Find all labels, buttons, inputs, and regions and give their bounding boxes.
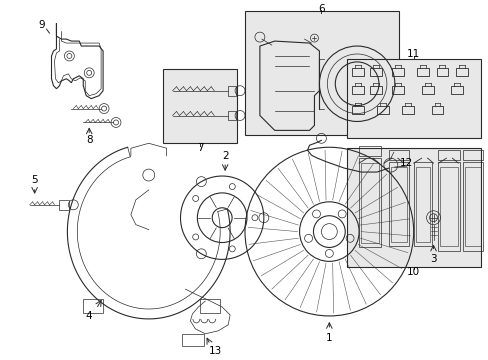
Bar — [388, 150, 408, 160]
Text: 4: 4 — [86, 311, 92, 321]
Text: 5: 5 — [31, 175, 38, 185]
Text: 12: 12 — [399, 158, 412, 168]
Text: 9: 9 — [38, 20, 45, 30]
Text: 6: 6 — [317, 4, 324, 14]
Bar — [462, 150, 482, 160]
Text: 7: 7 — [197, 143, 203, 153]
Bar — [415, 167, 428, 242]
Bar — [464, 167, 480, 247]
Bar — [388, 162, 408, 247]
Bar — [462, 162, 482, 251]
Bar — [358, 158, 380, 247]
Bar — [346, 59, 480, 138]
Bar — [438, 150, 459, 160]
Text: 8: 8 — [86, 135, 92, 145]
Text: 3: 3 — [429, 255, 436, 264]
Bar — [83, 299, 103, 313]
Bar — [440, 167, 457, 247]
Bar — [200, 299, 220, 313]
Text: 2: 2 — [222, 151, 228, 161]
Bar — [358, 146, 380, 156]
Bar — [182, 334, 204, 346]
Text: 1: 1 — [325, 333, 332, 343]
Bar — [244, 11, 398, 135]
Text: 11: 11 — [406, 49, 420, 59]
Bar — [413, 162, 431, 247]
Bar — [390, 167, 406, 242]
Bar — [438, 162, 459, 251]
Bar — [346, 148, 480, 267]
Text: 13: 13 — [208, 346, 222, 356]
Bar — [360, 163, 378, 243]
Text: 10: 10 — [407, 267, 419, 277]
Bar — [163, 69, 237, 143]
